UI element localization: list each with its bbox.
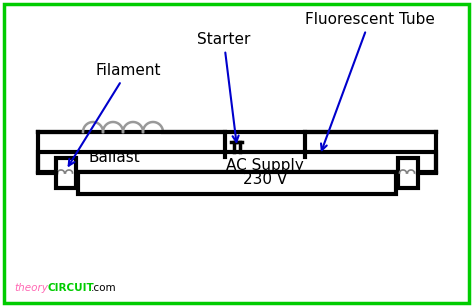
Text: CIRCUIT: CIRCUIT bbox=[47, 283, 94, 293]
Bar bbox=[56, 158, 76, 188]
Text: Fluorescent Tube: Fluorescent Tube bbox=[305, 12, 435, 150]
Text: Filament: Filament bbox=[69, 63, 161, 166]
Bar bbox=[398, 158, 418, 188]
Text: Starter: Starter bbox=[197, 32, 250, 142]
Text: AC Supply: AC Supply bbox=[226, 158, 304, 173]
Bar bbox=[78, 172, 396, 194]
Bar bbox=[38, 152, 436, 172]
Text: 230 V: 230 V bbox=[243, 172, 287, 187]
Text: .com: .com bbox=[91, 283, 117, 293]
Text: theory: theory bbox=[14, 283, 48, 293]
Text: Ballast: Ballast bbox=[88, 150, 140, 165]
